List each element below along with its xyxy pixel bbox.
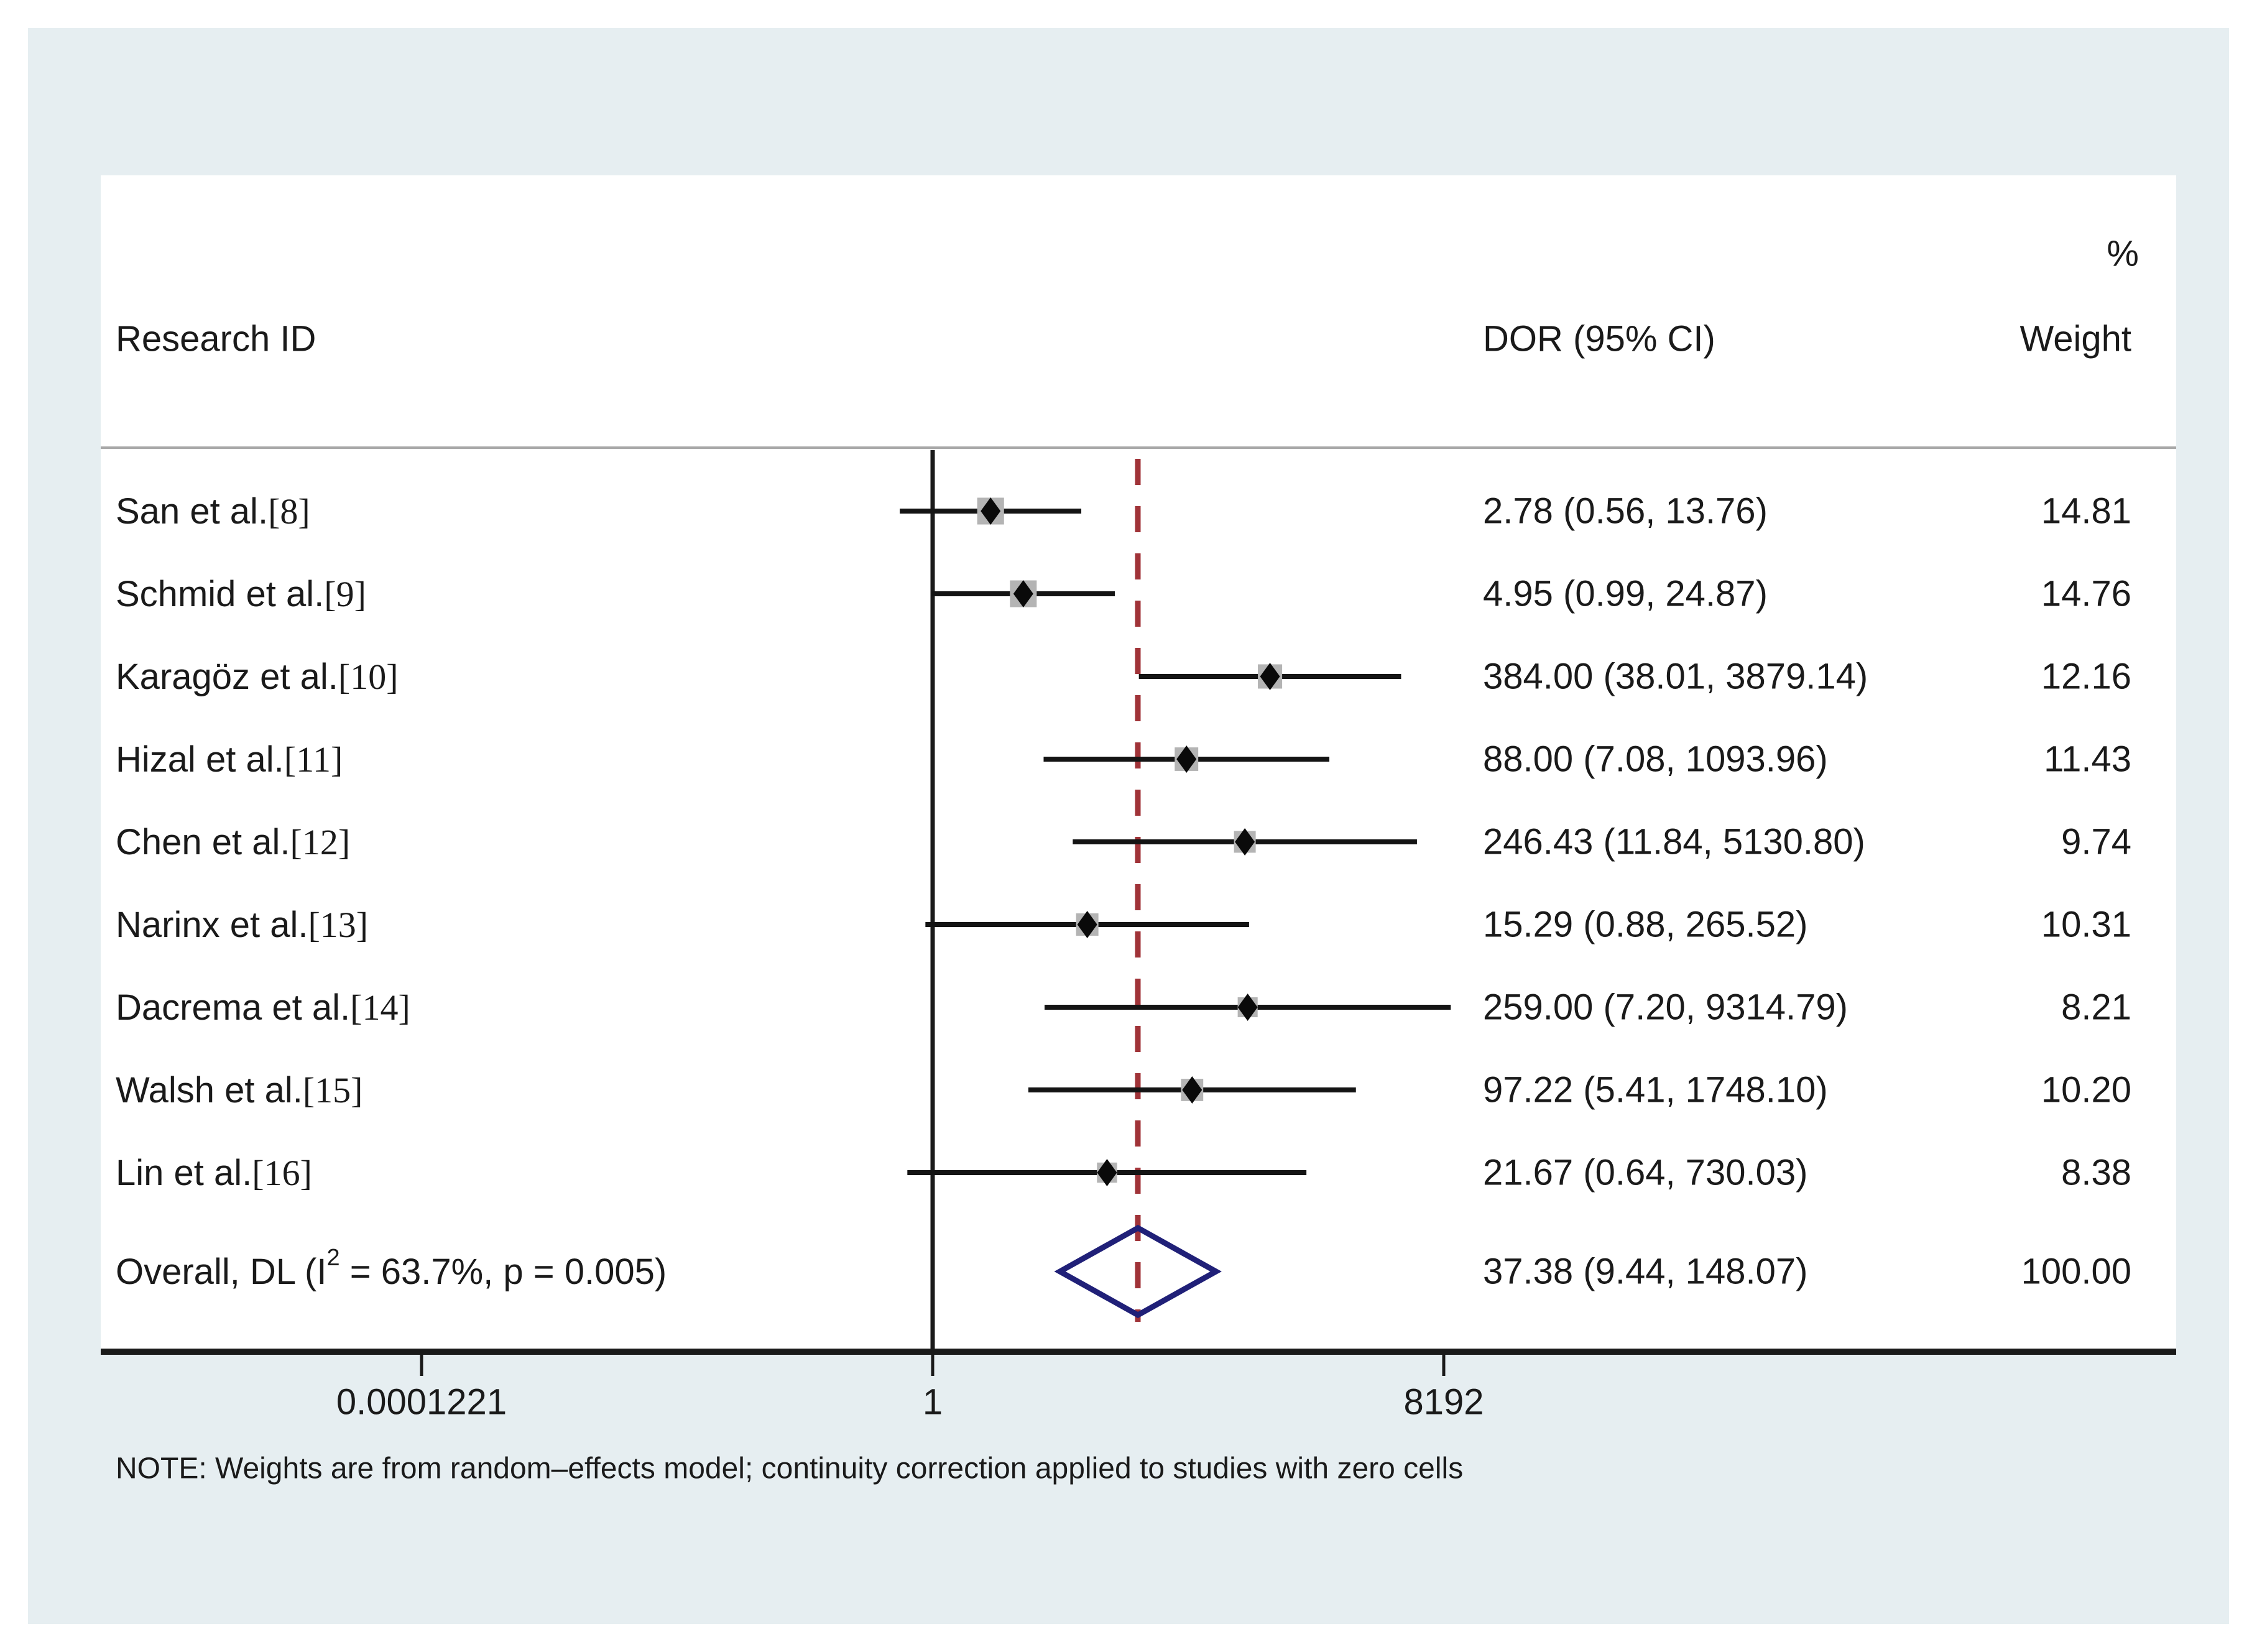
study-label: Karagöz et al.[10] bbox=[116, 657, 399, 697]
overall-dor-value: 37.38 (9.44, 148.07) bbox=[1483, 1252, 1807, 1292]
dor-ci-value: 15.29 (0.88, 265.52) bbox=[1483, 905, 1807, 945]
x-axis-tick-label-min: 0.0001221 bbox=[336, 1382, 507, 1423]
x-axis-tick-label-one: 1 bbox=[923, 1382, 943, 1423]
study-label: Hizal et al.[11] bbox=[116, 739, 343, 780]
overall-row-label: Overall, DL (I2 = 63.7%, p = 0.005) bbox=[116, 1245, 667, 1292]
weight-value: 8.38 bbox=[2061, 1153, 2131, 1193]
study-label: Lin et al.[16] bbox=[116, 1153, 312, 1193]
study-row: Schmid et al.[9] 4.95 (0.99, 24.87) 14.76 bbox=[116, 574, 2131, 614]
point-estimate-marker bbox=[1077, 911, 1097, 938]
study-rows: San et al.[8] 2.78 (0.56, 13.76) 14.81 Schm… bbox=[116, 491, 2131, 1193]
footnote: NOTE: Weights are from random–effects mo… bbox=[116, 1452, 1463, 1485]
study-row: Lin et al.[16] 21.67 (0.64, 730.03) 8.38 bbox=[116, 1153, 2131, 1193]
dor-ci-value: 259.00 (7.20, 9314.79) bbox=[1483, 987, 1848, 1028]
study-label: Walsh et al.[15] bbox=[116, 1070, 363, 1110]
weight-column-header: Weight bbox=[2020, 319, 2131, 359]
dor-ci-value: 88.00 (7.08, 1093.96) bbox=[1483, 739, 1828, 780]
study-row: Hizal et al.[11] 88.00 (7.08, 1093.96) 11.… bbox=[116, 739, 2131, 780]
study-row: Walsh et al.[15] 97.22 (5.41, 1748.10) 10.… bbox=[116, 1070, 2131, 1110]
point-estimate-marker bbox=[1013, 580, 1033, 607]
dor-ci-value: 4.95 (0.99, 24.87) bbox=[1483, 574, 1768, 614]
study-row: Dacrema et al.[14] 259.00 (7.20, 9314.79)… bbox=[116, 987, 2131, 1028]
overall-weight-value: 100.00 bbox=[2021, 1252, 2131, 1292]
point-estimate-marker bbox=[1260, 663, 1280, 690]
point-estimate-marker bbox=[981, 497, 1001, 525]
study-row: Karagöz et al.[10] 384.00 (38.01, 3879.14… bbox=[116, 657, 2131, 697]
study-label: Narinx et al.[13] bbox=[116, 905, 368, 945]
point-estimate-marker bbox=[1097, 1159, 1117, 1186]
dor-column-header: DOR (95% CI) bbox=[1483, 319, 1715, 359]
study-row: Chen et al.[12] 246.43 (11.84, 5130.80) 9.… bbox=[116, 822, 2131, 862]
dor-ci-value: 2.78 (0.56, 13.76) bbox=[1483, 491, 1768, 532]
x-axis-ticks bbox=[420, 1355, 1446, 1376]
study-row: San et al.[8] 2.78 (0.56, 13.76) 14.81 bbox=[116, 491, 2131, 532]
point-estimate-marker bbox=[1182, 1076, 1202, 1104]
dor-ci-value: 97.22 (5.41, 1748.10) bbox=[1483, 1070, 1828, 1110]
dor-ci-value: 384.00 (38.01, 3879.14) bbox=[1483, 657, 1868, 697]
percent-column-header: % bbox=[2107, 234, 2139, 274]
weight-value: 9.74 bbox=[2061, 822, 2131, 862]
research-id-column-header: Research ID bbox=[116, 319, 316, 359]
study-label: Schmid et al.[9] bbox=[116, 574, 366, 614]
x-axis-tick-label-max: 8192 bbox=[1403, 1382, 1484, 1423]
point-estimate-marker bbox=[1176, 745, 1197, 773]
weight-value: 10.31 bbox=[2041, 905, 2131, 945]
point-estimate-marker bbox=[1237, 994, 1258, 1021]
weight-value: 11.43 bbox=[2044, 739, 2131, 780]
point-estimate-marker bbox=[1235, 828, 1255, 856]
weight-value: 14.76 bbox=[2041, 574, 2131, 614]
weight-value: 10.20 bbox=[2041, 1070, 2131, 1110]
overall-diamond bbox=[1054, 1224, 1222, 1319]
study-label: Chen et al.[12] bbox=[116, 822, 350, 862]
weight-value: 12.16 bbox=[2041, 657, 2131, 697]
dor-ci-value: 21.67 (0.64, 730.03) bbox=[1483, 1153, 1807, 1193]
dor-ci-value: 246.43 (11.84, 5130.80) bbox=[1483, 822, 1865, 862]
weight-value: 8.21 bbox=[2061, 987, 2131, 1028]
study-row: Narinx et al.[13] 15.29 (0.88, 265.52) 10.… bbox=[116, 905, 2131, 945]
study-label: San et al.[8] bbox=[116, 491, 310, 532]
study-label: Dacrema et al.[14] bbox=[116, 987, 410, 1028]
weight-value: 14.81 bbox=[2041, 491, 2131, 532]
